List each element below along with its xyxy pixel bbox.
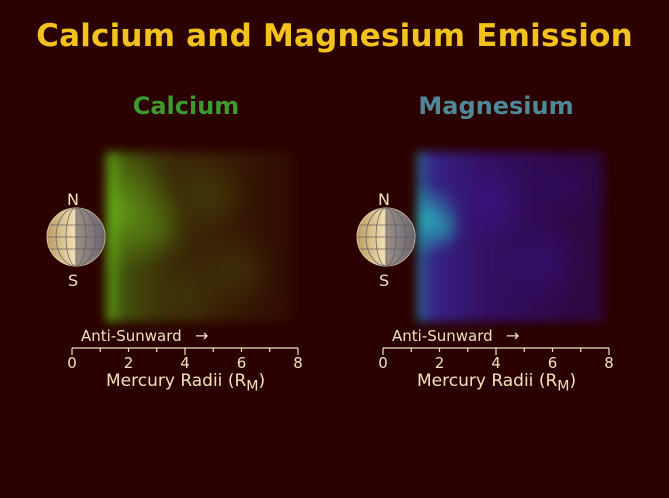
mercury-planet-icon	[46, 207, 106, 267]
axis-label-suffix: )	[569, 371, 577, 391]
tick-label: 2	[434, 354, 445, 372]
tick-label: 8	[604, 354, 614, 372]
tick-label: 0	[378, 354, 388, 372]
magnesium-panel-title: Magnesium	[418, 92, 574, 120]
tick-label: 2	[123, 354, 134, 372]
tick-label: 0	[67, 354, 77, 372]
calcium-emission-map	[106, 152, 294, 322]
anti-sunward-label: Anti-Sunward	[392, 327, 493, 345]
south-label: S	[379, 271, 390, 290]
magnesium-emission-map	[417, 152, 605, 322]
axis-label: Mercury Radii (RM)	[417, 371, 576, 394]
south-label: S	[68, 271, 79, 290]
tick-label: 8	[293, 354, 303, 372]
right-arrow-icon: →	[506, 326, 520, 345]
anti-sunward-label: Anti-Sunward	[81, 327, 182, 345]
axis-label-subscript: M	[557, 378, 570, 395]
tick-label: 4	[180, 354, 190, 372]
tick-label: 6	[236, 354, 247, 372]
tick-label: 4	[491, 354, 501, 372]
calcium-panel-title: Calcium	[132, 92, 240, 120]
axis-label-subscript: M	[246, 378, 259, 395]
axis-label-main: Mercury Radii (R	[417, 371, 558, 391]
mercury-planet-icon	[356, 207, 416, 267]
main-title: Calcium and Magnesium Emission	[36, 18, 633, 54]
axis-label-main: Mercury Radii (R	[106, 371, 247, 391]
tick-label: 6	[547, 354, 558, 372]
north-label: N	[378, 190, 390, 209]
axis-label: Mercury Radii (RM)	[106, 371, 265, 394]
axis-label-suffix: )	[258, 371, 266, 391]
right-arrow-icon: →	[195, 326, 209, 345]
north-label: N	[67, 190, 79, 209]
